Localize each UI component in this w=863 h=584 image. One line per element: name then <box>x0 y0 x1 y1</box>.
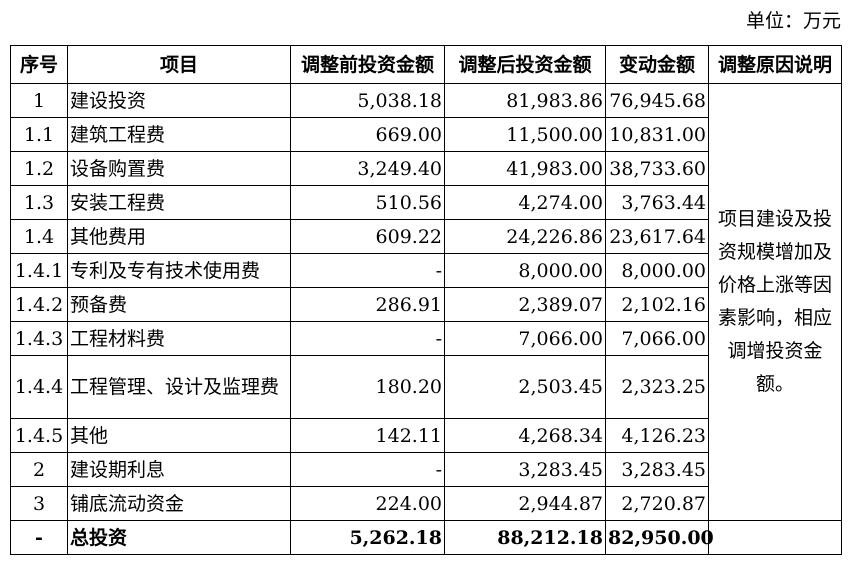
row-item: 安装工程费 <box>67 185 291 220</box>
row-number: 1.4.2 <box>10 287 68 322</box>
row-number: 1.3 <box>10 185 68 220</box>
table-row: 1.4.5 其他 142.11 4,268.34 4,126.23 <box>10 418 842 453</box>
row-before-amount: - <box>290 321 445 356</box>
row-number: 1.4.1 <box>10 253 68 288</box>
row-item: 工程管理、设计及监理费 <box>67 355 291 419</box>
row-change-amount: 2,720.87 <box>605 486 709 521</box>
investment-adjustment-table: 序号 项目 调整前投资金额 调整后投资金额 变动金额 调整原因说明 1 建设投资 5… <box>10 45 842 555</box>
row-after-amount: 41,983.00 <box>444 151 606 186</box>
table-row: 1.2 设备购置费 3,249.40 41,983.00 38,733.60 <box>10 151 842 186</box>
row-change-amount: 82,950.00 <box>605 520 714 555</box>
header-reason: 调整原因说明 <box>708 45 842 84</box>
row-change-amount: 4,126.23 <box>605 418 709 453</box>
row-number: 1.4 <box>10 219 68 254</box>
header-before: 调整前投资金额 <box>290 45 445 84</box>
row-after-amount: 7,066.00 <box>444 321 606 356</box>
row-change-amount: 38,733.60 <box>605 151 709 186</box>
table-row: 3 铺底流动资金 224.00 2,944.87 2,720.87 <box>10 486 842 521</box>
table-row: 1.4.1 专利及专有技术使用费 -8,000.00 8,000.00 <box>10 253 842 288</box>
row-change-amount: 2,102.16 <box>605 287 709 322</box>
table-row: 1 建设投资 5,038.18 81,983.86 76,945.68 项目建设及投资规模… <box>10 83 842 521</box>
row-number: 1.4.5 <box>10 418 68 453</box>
row-change-amount: 3,283.45 <box>605 452 709 487</box>
row-number: - <box>10 520 68 555</box>
row-change-amount: 2,323.25 <box>605 355 709 419</box>
row-number: 1.1 <box>10 117 68 152</box>
row-after-amount: 3,283.45 <box>444 452 606 487</box>
row-after-amount: 4,274.00 <box>444 185 606 220</box>
row-change-amount: 10,831.00 <box>605 117 709 152</box>
row-before-amount: 3,249.40 <box>290 151 445 186</box>
header-after: 调整后投资金额 <box>444 45 606 84</box>
row-change-amount: 23,617.64 <box>605 219 709 254</box>
table-row: 2 建设期利息 -3,283.45 3,283.45 <box>10 452 842 487</box>
row-number: 2 <box>10 452 68 487</box>
row-number: 1.2 <box>10 151 68 186</box>
row-before-amount: 5,038.18 <box>290 83 445 118</box>
row-after-amount: 81,983.86 <box>444 83 606 118</box>
row-after-amount: 24,226.86 <box>444 219 606 254</box>
table-row: 1.1 建筑工程费 669.00 11,500.00 10,831.00 <box>10 117 842 152</box>
row-item: 预备费 <box>67 287 291 322</box>
row-after-amount: 8,000.00 <box>444 253 606 288</box>
row-before-amount: 224.00 <box>290 486 445 521</box>
row-item: 设备购置费 <box>67 151 291 186</box>
header-item: 项目 <box>67 45 291 84</box>
row-item: 总投资 <box>67 520 291 555</box>
row-before-amount: 669.00 <box>290 117 445 152</box>
table-row: 1.3 安装工程费 510.56 4,274.00 3,763.44 <box>10 185 842 220</box>
unit-label: 单位：万元 <box>745 10 841 32</box>
adjustment-reason: 项目建设及投资规模增加及价格上涨等因素影响，相应调增投资金额。 <box>708 83 842 521</box>
row-item: 铺底流动资金 <box>67 486 291 521</box>
row-before-amount: 286.91 <box>290 287 445 322</box>
row-after-amount: 2,503.45 <box>444 355 606 419</box>
row-change-amount: 3,763.44 <box>605 185 709 220</box>
row-item: 建设投资 <box>67 83 291 118</box>
row-number: 1.4.3 <box>10 321 68 356</box>
row-before-amount: - <box>290 253 445 288</box>
row-item: 建筑工程费 <box>67 117 291 152</box>
row-item: 其他费用 <box>67 219 291 254</box>
row-item: 其他 <box>67 418 291 453</box>
header-no: 序号 <box>10 45 68 84</box>
table-header-row: 序号 项目 调整前投资金额 调整后投资金额 变动金额 调整原因说明 <box>10 45 842 84</box>
row-before-amount: 180.20 <box>290 355 445 419</box>
row-item: 工程材料费 <box>67 321 291 356</box>
row-number: 3 <box>10 486 68 521</box>
total-reason-empty <box>708 520 842 555</box>
row-before-amount: 142.11 <box>290 418 445 453</box>
table-row: 1.4 其他费用 609.22 24,226.86 23,617.64 <box>10 219 842 254</box>
table-row: - 总投资 5,262.18 88,212.18 82,950.00 <box>10 520 842 555</box>
row-after-amount: 4,268.34 <box>444 418 606 453</box>
row-before-amount: 510.56 <box>290 185 445 220</box>
row-before-amount: 609.22 <box>290 219 445 254</box>
row-after-amount: 88,212.18 <box>444 520 606 555</box>
table-row: 1.4.3 工程材料费 -7,066.00 7,066.00 <box>10 321 842 356</box>
row-change-amount: 8,000.00 <box>605 253 709 288</box>
row-after-amount: 11,500.00 <box>444 117 606 152</box>
row-item: 专利及专有技术使用费 <box>67 253 291 288</box>
row-item: 建设期利息 <box>67 452 291 487</box>
row-number: 1.4.4 <box>10 355 68 419</box>
row-after-amount: 2,944.87 <box>444 486 606 521</box>
row-before-amount: 5,262.18 <box>290 520 445 555</box>
row-number: 1 <box>10 83 68 118</box>
row-change-amount: 7,066.00 <box>605 321 709 356</box>
row-before-amount: - <box>290 452 445 487</box>
header-change: 变动金额 <box>605 45 709 84</box>
row-after-amount: 2,389.07 <box>444 287 606 322</box>
row-change-amount: 76,945.68 <box>605 83 709 118</box>
table-row: 1.4.4 工程管理、设计及监理费 180.20 2,503.45 2,323.25 <box>10 355 842 419</box>
